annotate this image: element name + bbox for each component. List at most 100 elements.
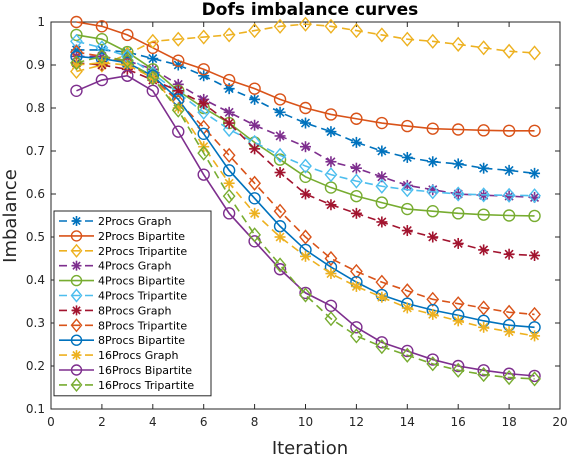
asterisk-stroke [72,350,81,360]
x-tick-label: 20 [552,415,567,429]
asterisk-stroke [224,84,234,94]
data-point-16procs-tripartite [120,53,134,69]
asterisk-stroke [250,144,260,154]
data-point-2procs-graph [274,106,286,118]
data-point-2procs-tripartite [324,18,338,34]
data-point-16procs-bipartite [273,263,287,276]
legend-swatch-marker [70,364,83,376]
asterisk-stroke [326,127,336,137]
legend-box [53,210,212,397]
asterisk-stroke [250,208,260,218]
data-point-2procs-tripartite [426,33,440,49]
data-point-2procs-tripartite [451,36,465,52]
data-point-4procs-tripartite [528,188,541,204]
data-point-2procs-bipartite [248,82,261,95]
data-point-4procs-tripartite [451,186,465,202]
data-point-8procs-tripartite [324,250,338,267]
asterisk-stroke [351,163,361,173]
asterisk-stroke [377,172,387,182]
data-point-16procs-graph [401,302,413,314]
data-point-16procs-graph [350,280,362,292]
data-point-8procs-tripartite [426,291,440,307]
data-point-16procs-graph [249,207,261,219]
legend-item-16procs-graph: 16Procs Graph [59,349,178,362]
data-point-2procs-bipartite [452,123,465,136]
legend-item-16procs-bipartite: 16Procs Bipartite [59,364,192,377]
data-point-2procs-tripartite [171,31,185,47]
asterisk-stroke [300,251,311,261]
data-point-2procs-graph [452,158,464,170]
data-point-4procs-bipartite [528,209,541,223]
data-point-16procs-bipartite [477,364,490,377]
data-point-2procs-bipartite [324,108,338,121]
legend-item-2procs-tripartite: 2Procs Tripartite [59,243,187,258]
data-point-8procs-tripartite [400,283,414,299]
asterisk-stroke [275,107,285,117]
legend-item-8procs-bipartite: 8Procs Bipartite [59,334,185,347]
data-point-8procs-graph [172,85,184,97]
legend-label: 16Procs Bipartite [98,364,192,377]
data-point-2procs-graph [147,53,159,65]
y-tick-label: 0.8 [26,101,45,115]
x-tick-label: 16 [451,415,466,429]
data-point-8procs-tripartite [222,147,236,163]
data-point-4procs-tripartite [400,182,414,198]
legend: 2Procs Graph 2Procs Bipartite 2Procs Tripa… [53,210,212,397]
legend-swatch-marker [70,288,83,303]
asterisk-stroke [326,157,336,167]
data-point-2procs-graph [376,145,388,157]
asterisk-stroke [504,165,514,175]
data-point-16procs-graph [503,326,515,338]
data-point-8procs-graph [198,98,210,110]
data-point-8procs-graph [376,216,388,228]
data-point-4procs-bipartite [299,170,312,184]
data-point-8procs-tripartite [248,175,262,191]
data-point-2procs-graph [198,70,210,82]
data-point-16procs-bipartite [528,369,541,383]
asterisk-stroke [504,327,514,337]
data-point-8procs-graph [350,207,362,219]
data-point-8procs-graph [529,249,541,261]
data-point-4procs-tripartite [502,187,516,203]
data-point-2procs-graph [350,136,362,148]
y-tick-label: 0.7 [26,144,45,158]
legend-label: 4Procs Bipartite [98,275,185,288]
data-point-2procs-bipartite [146,41,160,54]
asterisk-stroke [250,120,260,130]
data-point-2procs-bipartite [350,112,363,125]
data-point-16procs-graph [325,268,337,280]
legend-item-16procs-tripartite: 16Procs Tripartite [59,377,194,392]
asterisk-stroke [351,137,361,147]
data-point-4procs-graph [172,78,184,90]
data-point-16procs-bipartite [172,125,185,138]
data-point-8procs-graph [325,199,337,211]
data-point-4procs-tripartite [477,187,491,203]
data-point-2procs-tripartite [146,33,160,49]
asterisk-stroke [300,189,311,199]
data-point-8procs-graph [300,188,311,200]
data-point-8procs-tripartite [349,263,363,279]
asterisk-stroke [300,142,311,152]
asterisk-stroke [377,292,387,302]
legend-swatch-marker [70,377,83,392]
asterisk-stroke [224,178,234,188]
data-point-16procs-tripartite [528,371,541,387]
x-tick-label: 18 [501,415,516,429]
data-point-2procs-tripartite [222,27,236,43]
data-point-8procs-tripartite [70,44,83,60]
asterisk-stroke [275,167,285,178]
data-point-16procs-tripartite [349,328,363,344]
data-point-8procs-graph [478,244,490,256]
legend-item-8procs-tripartite: 8Procs Tripartite [59,318,187,333]
data-point-4procs-tripartite [299,158,312,174]
asterisk-stroke [173,103,183,113]
data-point-4procs-tripartite [70,33,83,49]
data-point-16procs-bipartite [70,84,83,98]
data-point-16procs-tripartite [171,102,185,118]
data-point-16procs-tripartite [70,55,83,71]
data-point-2procs-tripartite [273,18,287,34]
data-point-2procs-bipartite [222,73,236,87]
data-point-4procs-tripartite [273,147,287,163]
x-tick-label: 12 [349,415,364,429]
legend-label: 8Procs Bipartite [98,334,185,347]
